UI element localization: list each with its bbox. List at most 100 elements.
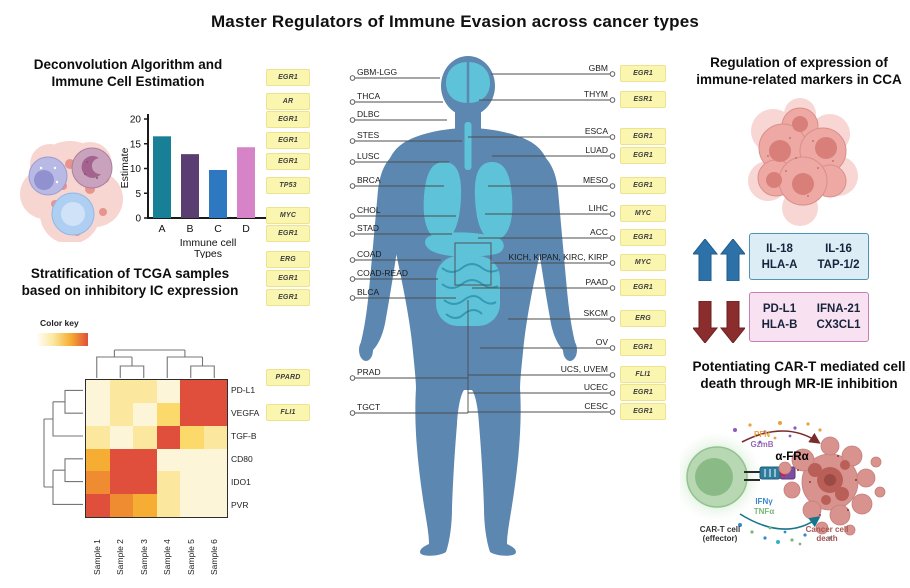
cancer-type-label: OV [595, 337, 608, 347]
cart-illustration [680, 421, 886, 546]
gene-badge-left: EGR1 [266, 289, 310, 306]
heatmap-cell [203, 425, 227, 449]
cancer-type-label: PRAD [357, 367, 381, 377]
heatmap-cell [203, 471, 227, 495]
heatmap-cell [180, 471, 204, 495]
cancer-type-label: UCEC [583, 382, 608, 392]
downregulated-arrows-icon [693, 301, 745, 343]
cancer-type-label: STAD [357, 223, 380, 233]
heatmap-cell [86, 425, 110, 449]
heatmap-cell [156, 471, 180, 495]
cancer-type-label: CHOL [357, 205, 381, 215]
gene-badge-right: EGR1 [620, 128, 666, 145]
deconvolution-heading-line2: Immune Cell Estimation [51, 73, 205, 89]
bar-D [237, 147, 255, 218]
heatmap-cell [133, 448, 157, 472]
heatmap-cell [109, 471, 133, 495]
svg-text:10: 10 [130, 164, 142, 175]
heatmap-cell [156, 402, 180, 426]
heatmap-cell [133, 402, 157, 426]
cancer-type-label: THYM [583, 89, 608, 99]
cancer-type-label: UCS, UVEM [560, 364, 608, 374]
gene-badge-right: EGR1 [620, 229, 666, 246]
marker-pdl1: PD-L1 [762, 303, 797, 315]
heatmap-cell [86, 402, 110, 426]
cancer-type-label: BRCA [357, 175, 381, 185]
gene-badge-right: MYC [620, 254, 666, 271]
gene-badge-left: EGR1 [266, 153, 310, 170]
immune-cell-mauve [71, 147, 113, 189]
heatmap-cell [203, 494, 227, 517]
gene-badge-right: EGR1 [620, 339, 666, 356]
immune-cell-blue-violet [28, 156, 68, 196]
intestine-detail [441, 263, 499, 319]
cancer-cell-nuclei [808, 460, 850, 505]
gene-badge-right: EGR1 [620, 279, 666, 296]
heatmap-cell [109, 425, 133, 449]
upregulated-markers-box: IL-18 IL-16 HLA-A TAP-1/2 [749, 233, 869, 280]
gene-badge-right: EGR1 [620, 403, 666, 420]
cancer-type-label: BLCA [357, 287, 380, 297]
heatmap-cell [86, 448, 110, 472]
heatmap-cell [133, 380, 157, 403]
cancer-cell-dots [797, 455, 857, 516]
cancer-cell-death-label: Cancer cell death [805, 525, 849, 544]
cancer-type-label: THCA [357, 91, 381, 101]
heatmap-cell [109, 380, 133, 403]
bar-A [153, 136, 171, 218]
cancer-type-label: CESC [584, 401, 608, 411]
heatmap-cell [86, 380, 110, 403]
cca-tumor-cells-illustration [748, 98, 858, 226]
cart-heading-line1: Potentiating CAR-T mediated cell [692, 359, 906, 374]
gene-badge-left: AR [266, 93, 310, 110]
heatmap-cell [203, 402, 227, 426]
connector-lines [349, 71, 616, 416]
marker-hlaa: HLA-A [761, 258, 798, 271]
cancer-type-label: STES [357, 130, 380, 140]
upregulated-arrows-icon [693, 239, 745, 281]
ifng-label: IFNγ [755, 497, 773, 506]
pfn-label: PFN [754, 430, 770, 439]
svg-text:D: D [242, 223, 250, 235]
svg-text:0: 0 [135, 214, 141, 225]
heatmap-cell [86, 494, 110, 517]
cytokine-arrow [739, 513, 821, 530]
gene-badge-left: EGR1 [266, 270, 310, 287]
heatmap-row-label: CD80 [231, 453, 253, 464]
heatmap-row-label: PVR [231, 499, 249, 510]
cancer-type-label: LIHC [588, 203, 608, 213]
heatmap-row-label: TGF-B [231, 431, 257, 442]
body-annotation-lines [454, 242, 492, 413]
gene-badge-right: ERG [620, 310, 666, 327]
cart-cell-nucleus [695, 458, 733, 496]
cca-heading: Regulation of expression of immune-relat… [692, 55, 906, 88]
heatmap-row-label: VEGFA [231, 408, 260, 419]
gene-badge-left: FLI1 [266, 404, 310, 421]
cancer-type-label: COAD-READ [357, 268, 409, 278]
gene-badge-right: FLI1 [620, 366, 666, 383]
cancer-type-label: LUAD [585, 145, 608, 155]
column-dendrogram [96, 349, 215, 378]
heatmap-row-labels: PD-L1 VEGFA TGF-B CD80 IDO1 PVR [231, 379, 259, 516]
svg-text:Immune cell: Immune cell [180, 237, 237, 249]
kidney-bracket [454, 242, 492, 286]
heatmap-cell [156, 448, 180, 472]
heatmap-cell [180, 448, 204, 472]
cancer-type-label: GBM-LGG [357, 67, 398, 77]
cca-heading-line2: immune-related markers in CCA [696, 71, 902, 87]
cytotoxic-granule-arrow [741, 430, 821, 444]
gene-badge-left: TP53 [266, 177, 310, 194]
deconvolution-heading-line1: Deconvolution Algorithm and [33, 57, 223, 72]
cancer-type-label: LUSC [357, 151, 380, 161]
cancer-type-label: ESCA [584, 126, 608, 136]
gene-badge-left: EGR1 [266, 111, 310, 128]
deconvolution-heading: Deconvolution Algorithm and Immune Cell … [15, 57, 241, 90]
cancer-type-label: COAD [357, 249, 382, 259]
bar-B [181, 154, 199, 218]
heatmap-cell [109, 448, 133, 472]
cancer-type-label: SKCM [583, 308, 608, 318]
cancer-type-label: KICH, KIPAN, KIRC, KIRP [508, 252, 608, 262]
